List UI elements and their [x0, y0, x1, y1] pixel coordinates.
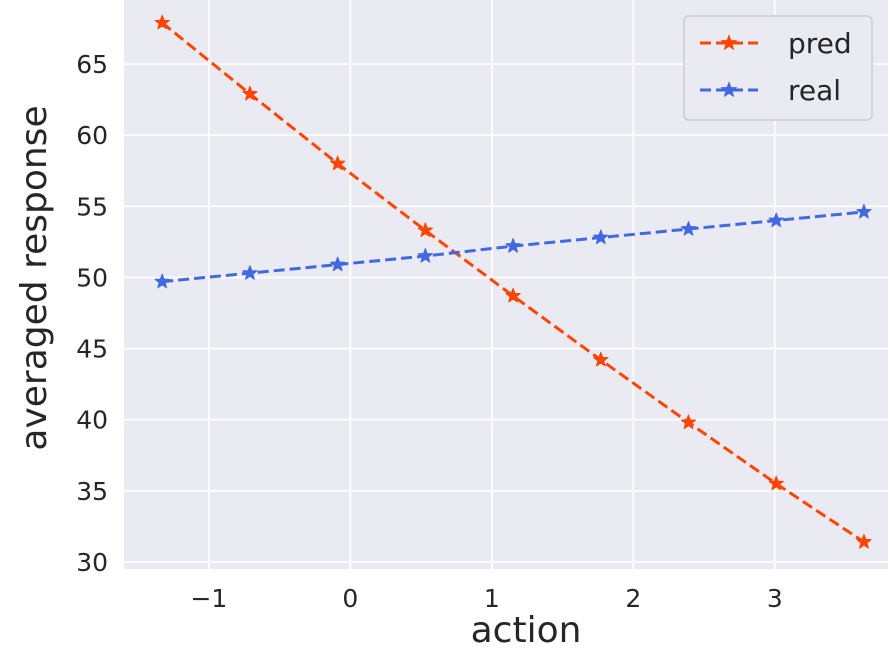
data-point-pred [242, 85, 258, 101]
y-axis-label: averaged response [14, 105, 55, 450]
data-point-pred [856, 533, 872, 549]
y-tick-label: 45 [76, 335, 108, 364]
y-tick-label: 60 [76, 121, 108, 150]
data-point-real [505, 238, 521, 253]
data-point-real [154, 273, 170, 289]
y-tick-labels: 30 35 40 45 50 55 60 65 [76, 50, 108, 577]
data-point-real [417, 248, 433, 263]
data-point-pred [330, 155, 346, 171]
data-point-pred [417, 222, 433, 238]
y-tick-label: 55 [76, 192, 108, 221]
series-real [154, 203, 872, 289]
x-axis-label: action [471, 610, 582, 650]
data-point-real [856, 203, 872, 219]
data-point-real [330, 256, 346, 272]
data-point-pred [505, 287, 521, 303]
y-tick-label: 40 [76, 406, 108, 435]
x-tick-label: −1 [190, 584, 227, 613]
data-point-pred [154, 14, 170, 30]
x-tick-labels: −1 0 1 2 3 [190, 584, 782, 613]
series-layer [154, 14, 872, 549]
y-tick-label: 35 [76, 477, 108, 506]
legend-label-pred: pred [788, 27, 852, 60]
legend-label-real: real [788, 74, 841, 107]
data-point-pred [593, 351, 609, 367]
data-point-real [768, 212, 784, 228]
data-point-pred [768, 475, 784, 491]
legend-entry-real: real [700, 74, 841, 107]
x-tick-label: 1 [484, 584, 500, 613]
data-point-real [593, 229, 609, 245]
x-tick-label: 3 [767, 584, 783, 613]
x-tick-label: 2 [625, 584, 641, 613]
legend-marker-real [720, 81, 738, 98]
data-point-real [242, 265, 258, 280]
data-point-pred [680, 414, 697, 430]
y-tick-label: 65 [76, 50, 108, 79]
legend-marker-pred [720, 34, 738, 51]
grid [124, 0, 888, 569]
x-tick-label: 0 [342, 584, 358, 613]
series-pred [154, 14, 872, 549]
data-point-real [680, 221, 697, 236]
legend: pred real [683, 15, 873, 121]
series-line-pred [161, 21, 865, 544]
y-tick-label: 30 [76, 548, 108, 577]
legend-entry-pred: pred [700, 27, 852, 60]
y-tick-label: 50 [76, 263, 108, 292]
